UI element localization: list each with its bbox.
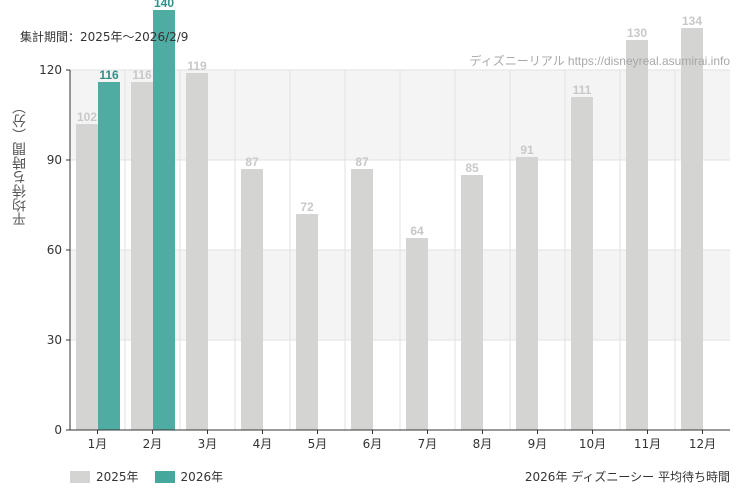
data-label: 102: [77, 110, 97, 124]
legend-label-2026: 2026年: [180, 470, 224, 484]
y-tick-label: 90: [47, 153, 62, 167]
chart-caption: 2026年 ディズニーシー 平均待ち時間: [524, 470, 730, 484]
legend-swatch-2026: [154, 470, 175, 483]
grid-lines: [70, 69, 730, 430]
x-tick-label: 7月: [418, 437, 438, 451]
data-label: 87: [355, 155, 369, 169]
data-label: 72: [300, 200, 314, 214]
data-label: 134: [682, 14, 702, 28]
bar-2025年-6月: [351, 169, 373, 430]
x-tick-label: 9月: [528, 437, 548, 451]
bar-2026年-1月: [98, 82, 120, 430]
legend-swatch-2025: [70, 470, 90, 483]
data-label: 140: [154, 0, 174, 10]
y-tick-label: 0: [54, 423, 62, 437]
bar-2025年-5月: [296, 214, 318, 430]
y-tick-label: 30: [47, 333, 62, 347]
data-label: 64: [410, 224, 424, 238]
y-tick-label: 60: [47, 243, 62, 257]
bar-2025年-8月: [461, 175, 483, 430]
bar-2025年-10月: [571, 97, 593, 430]
period-text: 集計期間：2025年〜2026/2/9: [20, 30, 189, 44]
data-label: 111: [573, 83, 592, 97]
legend-label-2025: 2025年: [96, 470, 139, 484]
bar-2025年-7月: [406, 238, 428, 430]
data-label: 87: [245, 155, 259, 169]
y-tick-labels: 0 30 60 90 120: [39, 63, 70, 437]
data-label: 119: [187, 59, 207, 73]
bar-2025年-4月: [241, 169, 263, 430]
bar-2025年-9月: [516, 157, 538, 430]
data-label: 116: [132, 68, 152, 82]
data-label: 85: [465, 161, 479, 175]
x-tick-label: 12月: [689, 437, 716, 451]
x-tick-label: 10月: [579, 437, 606, 451]
bar-2026年-2月: [153, 10, 175, 430]
x-tick-label: 8月: [473, 437, 493, 451]
data-label: 91: [520, 143, 534, 157]
bars: 102 116 119 87 72 87 64 85 91 111 130 134 116 140: [76, 0, 703, 430]
y-axis-label: 平均待ち時間（分）: [12, 100, 28, 226]
x-tick-label: 11月: [634, 437, 661, 451]
legend-item-2025[interactable]: 2025年: [70, 468, 139, 485]
x-tick-label: 1月: [88, 437, 108, 451]
bar-2025年-3月: [186, 73, 208, 430]
bar-2025年-11月: [626, 40, 648, 430]
x-tick-label: 3月: [198, 437, 218, 451]
watermark: ディズニーリアル https://disneyreal.asumirai.inf…: [469, 54, 730, 68]
legend: 2025年 2026年: [70, 468, 223, 485]
y-tick-label: 120: [39, 63, 62, 77]
bar-2025年-2月: [131, 82, 153, 430]
x-tick-labels: 1月 2月 3月 4月 5月 6月 7月 8月 9月 10月 11月 12月: [88, 430, 716, 451]
x-tick-label: 6月: [363, 437, 383, 451]
x-tick-label: 2月: [143, 437, 163, 451]
bar-2025年-12月: [681, 28, 703, 430]
x-tick-label: 5月: [308, 437, 328, 451]
data-label: 130: [627, 26, 647, 40]
legend-item-2026[interactable]: 2026年: [154, 468, 224, 485]
x-tick-label: 4月: [253, 437, 273, 451]
bar-2025年-1月: [76, 124, 98, 430]
data-label: 116: [99, 68, 119, 82]
